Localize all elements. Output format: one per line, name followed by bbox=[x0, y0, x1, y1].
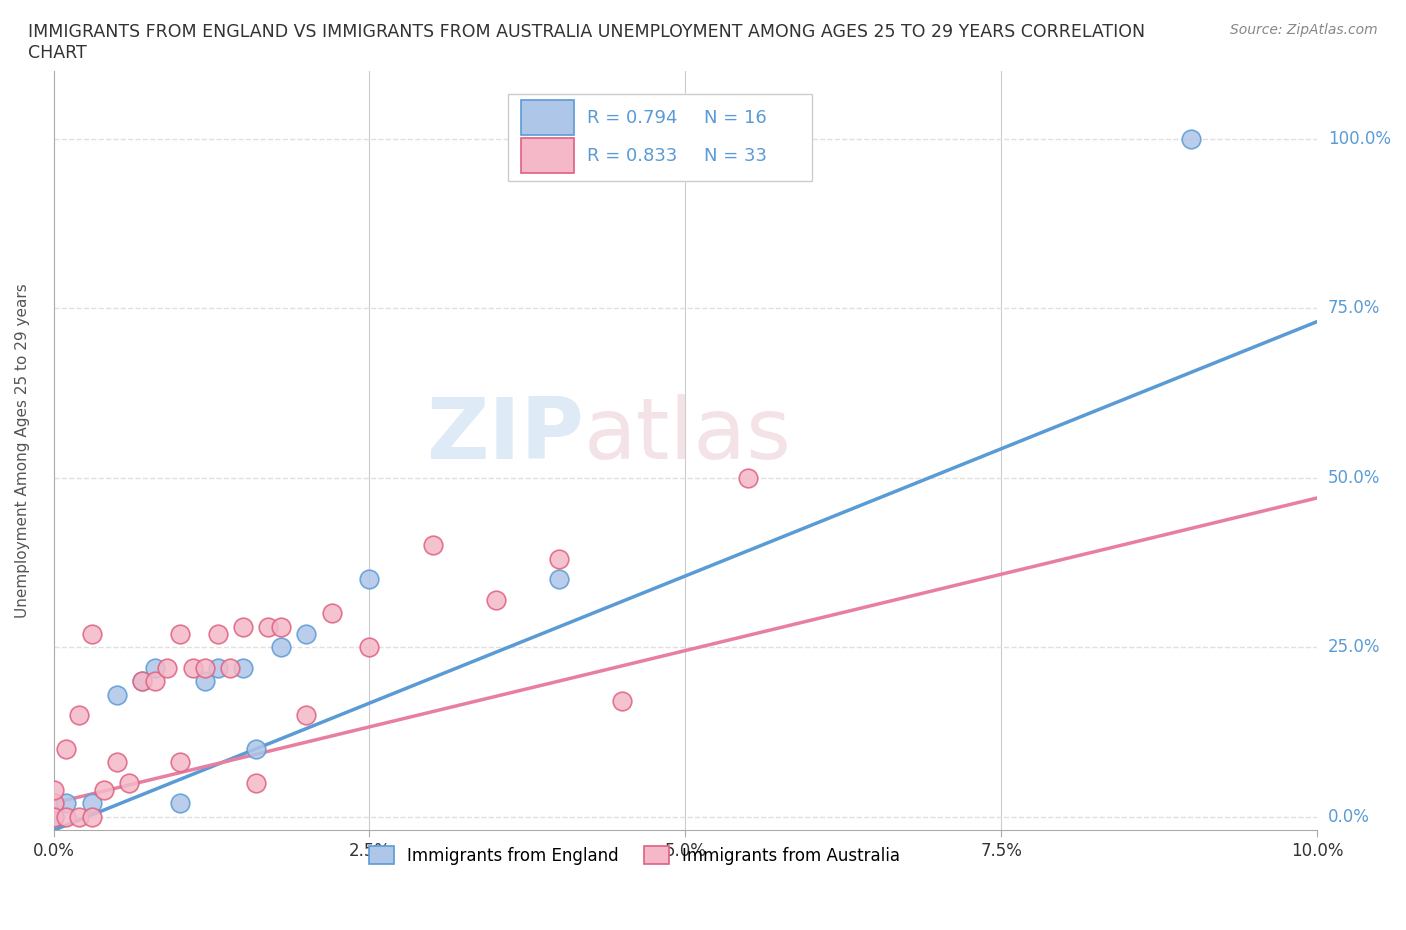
Point bbox=[245, 776, 267, 790]
Point bbox=[485, 592, 508, 607]
Point bbox=[232, 660, 254, 675]
FancyBboxPatch shape bbox=[522, 100, 574, 136]
Text: 50.0%: 50.0% bbox=[1329, 469, 1381, 486]
Point bbox=[143, 673, 166, 688]
Point bbox=[93, 782, 115, 797]
Point bbox=[169, 755, 191, 770]
Point bbox=[131, 673, 153, 688]
Point bbox=[1180, 131, 1202, 146]
Point bbox=[219, 660, 242, 675]
Text: 75.0%: 75.0% bbox=[1329, 299, 1381, 317]
Text: Source: ZipAtlas.com: Source: ZipAtlas.com bbox=[1230, 23, 1378, 37]
Text: ZIP: ZIP bbox=[426, 393, 583, 477]
Point bbox=[548, 572, 571, 587]
Point bbox=[737, 471, 759, 485]
Point bbox=[181, 660, 204, 675]
Point bbox=[194, 660, 217, 675]
Point bbox=[80, 796, 103, 811]
Point bbox=[80, 626, 103, 641]
Point bbox=[42, 809, 65, 824]
Point bbox=[270, 619, 292, 634]
FancyBboxPatch shape bbox=[522, 139, 574, 173]
Y-axis label: Unemployment Among Ages 25 to 29 years: Unemployment Among Ages 25 to 29 years bbox=[15, 283, 30, 618]
Text: atlas: atlas bbox=[583, 393, 792, 477]
Text: R = 0.794: R = 0.794 bbox=[586, 109, 678, 126]
Point bbox=[118, 776, 141, 790]
Point bbox=[610, 694, 633, 709]
Point bbox=[55, 809, 77, 824]
Text: N = 33: N = 33 bbox=[704, 147, 768, 165]
Point bbox=[232, 619, 254, 634]
Point bbox=[207, 626, 229, 641]
Point bbox=[42, 809, 65, 824]
Point bbox=[55, 796, 77, 811]
Point bbox=[295, 708, 318, 723]
Point bbox=[295, 626, 318, 641]
Point bbox=[359, 572, 381, 587]
Point bbox=[105, 687, 128, 702]
Point bbox=[245, 741, 267, 756]
Point bbox=[359, 640, 381, 655]
Text: 100.0%: 100.0% bbox=[1329, 129, 1391, 148]
Point bbox=[270, 640, 292, 655]
Point bbox=[422, 538, 444, 553]
Point bbox=[131, 673, 153, 688]
Point bbox=[42, 796, 65, 811]
Legend: Immigrants from England, Immigrants from Australia: Immigrants from England, Immigrants from… bbox=[363, 840, 907, 871]
Text: IMMIGRANTS FROM ENGLAND VS IMMIGRANTS FROM AUSTRALIA UNEMPLOYMENT AMONG AGES 25 : IMMIGRANTS FROM ENGLAND VS IMMIGRANTS FR… bbox=[28, 23, 1146, 41]
Text: CHART: CHART bbox=[28, 44, 87, 61]
Point bbox=[67, 809, 90, 824]
Point bbox=[143, 660, 166, 675]
Point bbox=[80, 809, 103, 824]
Point bbox=[169, 796, 191, 811]
Point bbox=[194, 673, 217, 688]
Point bbox=[169, 626, 191, 641]
Point bbox=[42, 782, 65, 797]
Point bbox=[548, 551, 571, 566]
Point bbox=[257, 619, 280, 634]
Text: 25.0%: 25.0% bbox=[1329, 638, 1381, 657]
Point bbox=[105, 755, 128, 770]
Point bbox=[67, 708, 90, 723]
Point bbox=[156, 660, 179, 675]
Point bbox=[55, 741, 77, 756]
Text: R = 0.833: R = 0.833 bbox=[586, 147, 678, 165]
FancyBboxPatch shape bbox=[509, 94, 811, 181]
Text: N = 16: N = 16 bbox=[704, 109, 766, 126]
Text: 0.0%: 0.0% bbox=[1329, 808, 1369, 826]
Point bbox=[42, 796, 65, 811]
Point bbox=[321, 605, 343, 620]
Point bbox=[207, 660, 229, 675]
